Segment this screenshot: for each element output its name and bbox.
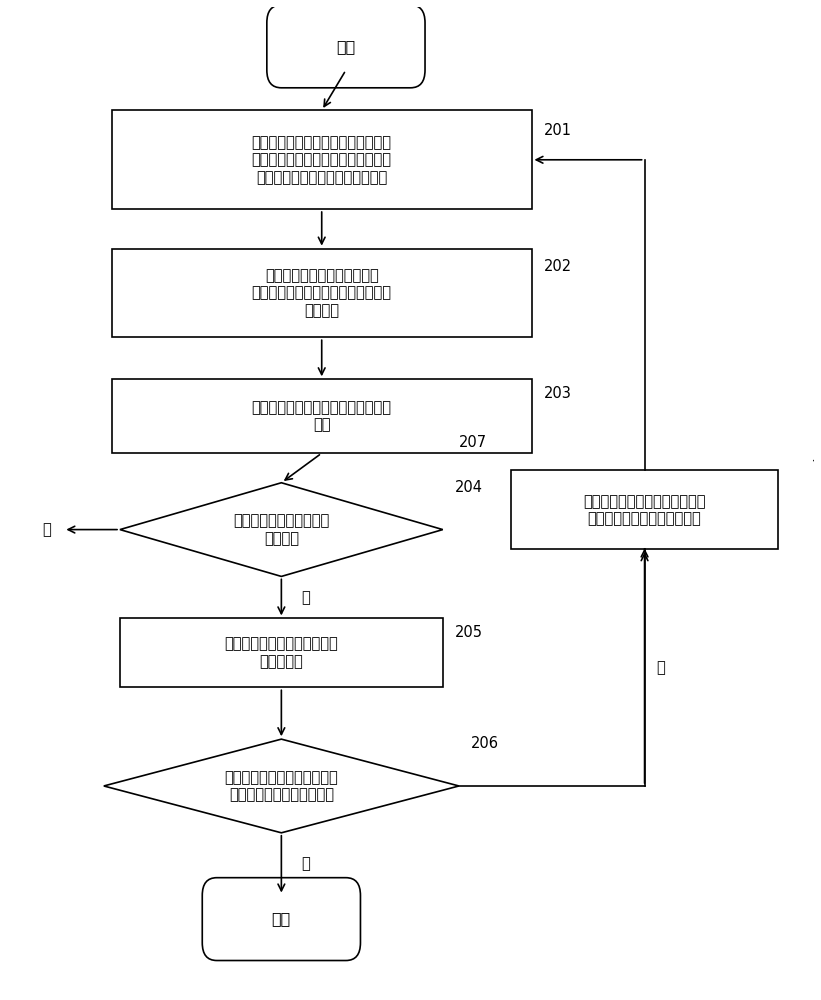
FancyBboxPatch shape <box>202 878 360 961</box>
Bar <box>112 379 531 453</box>
Text: 结束: 结束 <box>272 912 291 927</box>
Text: 否: 否 <box>657 660 665 675</box>
Text: 206: 206 <box>471 736 499 751</box>
Text: 204: 204 <box>455 480 483 495</box>
Text: 207: 207 <box>459 435 487 450</box>
Text: 将当前的定位信息发送至目标紧急联
系人: 将当前的定位信息发送至目标紧急联 系人 <box>252 400 392 432</box>
FancyBboxPatch shape <box>267 5 425 88</box>
Bar <box>120 618 443 687</box>
Text: 将更新的定位信息发送至目标
紧急联系人: 将更新的定位信息发送至目标 紧急联系人 <box>224 637 338 669</box>
Bar <box>112 110 531 209</box>
Text: 拨打目标紧急联系人的号码，
并向通信运营商发送请求标记紧急求
助的信息: 拨打目标紧急联系人的号码， 并向通信运营商发送请求标记紧急求 助的信息 <box>252 268 392 318</box>
Text: 201: 201 <box>544 123 571 138</box>
Text: 判断终端的地理位置是否
发生改变: 判断终端的地理位置是否 发生改变 <box>233 513 329 546</box>
Text: 202: 202 <box>544 259 571 274</box>
Text: 在检测到音量增加键及音量减小键同
时被操作，且操作时长持续至预设时
长时，获取目标紧急联系人的号码: 在检测到音量增加键及音量减小键同 时被操作，且操作时长持续至预设时 长时，获取目… <box>252 135 392 185</box>
Text: 是: 是 <box>301 857 310 872</box>
Polygon shape <box>103 739 459 833</box>
Text: 是: 是 <box>301 590 310 605</box>
Text: 205: 205 <box>455 625 483 640</box>
Text: 开始: 开始 <box>337 39 355 54</box>
Text: 203: 203 <box>544 386 571 401</box>
Bar <box>112 249 531 337</box>
Polygon shape <box>120 483 443 576</box>
Bar <box>511 470 777 549</box>
Text: 判断在预设的时间内是否成功
拨通目标紧急联系人的号码: 判断在预设的时间内是否成功 拨通目标紧急联系人的号码 <box>224 770 338 802</box>
Text: 否: 否 <box>43 522 52 537</box>
Text: 确定新的目标紧急联系人，并获
取新的目标紧急联系人的号码: 确定新的目标紧急联系人，并获 取新的目标紧急联系人的号码 <box>583 494 706 526</box>
